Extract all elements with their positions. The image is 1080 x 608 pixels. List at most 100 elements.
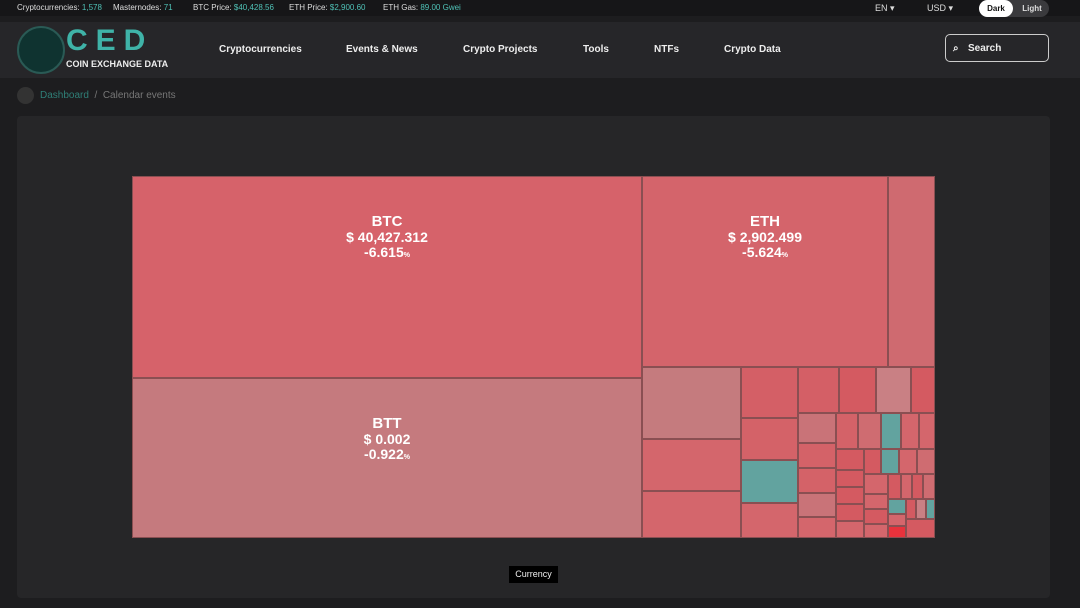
treemap-tile (901, 413, 919, 449)
stat-label: Masternodes: (113, 3, 162, 12)
logo-sub: COIN EXCHANGE DATA (66, 59, 169, 69)
tile-change-value: -6.615 (364, 244, 404, 260)
treemap-tile (906, 519, 935, 538)
tile-change-suffix: % (403, 454, 410, 461)
logo: CED (66, 24, 154, 57)
treemap-tile (864, 524, 888, 538)
tile-change: -5.624% (643, 245, 887, 263)
stat-value: $40,428.56 (233, 3, 274, 12)
tile-change-suffix: % (403, 252, 410, 259)
treemap-tile[interactable]: BTC $ 40,427.312 -6.615% (132, 176, 642, 378)
treemap-tile (911, 367, 935, 413)
treemap-tile (888, 474, 901, 499)
language-label: EN (875, 3, 888, 13)
logo-icon (17, 26, 65, 74)
treemap-tile (888, 526, 906, 538)
tile-change: -0.922% (133, 447, 641, 465)
treemap-tile (864, 494, 888, 509)
breadcrumb-link[interactable]: Dashboard (40, 90, 89, 101)
stat-label: ETH Gas: (383, 3, 419, 12)
tile-symbol: ETH (750, 213, 780, 230)
treemap-tile (836, 521, 864, 538)
breadcrumb: Dashboard / Calendar events (40, 90, 176, 101)
stat-value: 1,578 (81, 3, 102, 12)
stat: ETH Gas: 89.00 Gwei (383, 0, 461, 16)
treemap-tile (919, 413, 935, 449)
search[interactable]: Search ⌕ (945, 34, 1049, 62)
tile-symbol: BTC (371, 213, 403, 230)
theme-dark[interactable]: Dark (979, 0, 1013, 17)
stat-value: 71 (163, 3, 173, 12)
treemap-tile (912, 474, 923, 499)
tile-symbol: BTT (372, 415, 402, 432)
treemap-tile (917, 449, 935, 474)
breadcrumb-current: Calendar events (102, 90, 176, 101)
treemap-tile (798, 367, 839, 413)
tile-price: $ 40,427.312 (346, 229, 428, 245)
nav-item[interactable]: NTFs (654, 44, 679, 55)
tile-change-value: -5.624 (742, 244, 782, 260)
currency-label: USD (927, 3, 947, 13)
stat: ETH Price: $2,900.60 (289, 0, 366, 16)
treemap-tile (798, 413, 836, 443)
theme-toggle[interactable]: Dark Light (979, 0, 1049, 17)
treemap-tile[interactable]: BTT $ 0.002 -0.922% (132, 378, 642, 538)
search-label: Search (968, 43, 1002, 54)
treemap-tile (864, 509, 888, 524)
treemap-tile (836, 487, 864, 504)
treemap-tile (888, 499, 906, 514)
breadcrumb-icon (17, 87, 34, 104)
treemap-tile[interactable]: ETH $ 2,902.499 -5.624% (642, 176, 888, 367)
nav-item[interactable]: Crypto Data (724, 44, 781, 55)
treemap-tile (881, 413, 901, 449)
treemap-tile (741, 460, 798, 503)
treemap-tile (881, 449, 899, 474)
header: CED COIN EXCHANGE DATA Search ⌕ Cryptocur… (0, 22, 1080, 78)
treemap-tile (926, 499, 935, 519)
language[interactable]: EN ▾ (875, 3, 895, 13)
tile-change-suffix: % (781, 252, 788, 259)
treemap-tile (642, 367, 741, 439)
treemap-tile (923, 474, 935, 499)
treemap-tile (642, 439, 741, 491)
treemap-tile (798, 443, 836, 468)
treemap-tile (741, 503, 798, 538)
treemap-tile (906, 499, 916, 519)
treemap-tile (888, 514, 906, 526)
top-bar: Cryptocurrencies: 1,578 Masternodes: 71 BT… (0, 0, 1080, 16)
tile-price: $ 0.002 (363, 431, 411, 447)
treemap-tile (798, 493, 836, 517)
nav-item[interactable]: Tools (583, 44, 609, 55)
tile-change: -6.615% (133, 245, 641, 263)
currency[interactable]: USD ▾ (927, 3, 954, 13)
treemap-tile (839, 367, 876, 413)
nav-item[interactable]: Cryptocurrencies (219, 44, 302, 55)
treemap-tile (836, 470, 864, 487)
treemap-tile (741, 367, 798, 418)
treemap-tile (864, 449, 881, 474)
treemap-tile (798, 517, 836, 538)
stat-label: Cryptocurrencies: (17, 3, 80, 12)
treemap-tile (836, 449, 864, 470)
tile-price: $ 2,902.499 (728, 229, 802, 245)
treemap-tile (901, 474, 912, 499)
treemap-tile (836, 504, 864, 521)
treemap-tile (798, 468, 836, 493)
treemap-tile (876, 367, 911, 413)
stat-value: $2,900.60 (329, 3, 366, 12)
theme-light[interactable]: Light (1022, 4, 1042, 13)
treemap-tile (888, 176, 935, 367)
stat: Masternodes: 71 (113, 0, 173, 16)
stat-label: ETH Price: (289, 3, 328, 12)
tile-change-value: -0.922 (364, 446, 404, 462)
treemap: BTC $ 40,427.312 -6.615% ETH $ 2,902.499 -5.6… (132, 176, 935, 538)
treemap-tile (858, 413, 881, 449)
nav-item[interactable]: Crypto Projects (463, 44, 538, 55)
stat-value: 89.00 Gwei (420, 3, 461, 12)
stat: BTC Price: $40,428.56 (193, 0, 274, 16)
treemap-tile (836, 413, 858, 449)
treemap-tile (642, 491, 741, 538)
treemap-legend: Currency (509, 566, 558, 583)
nav-item[interactable]: Events & News (346, 44, 418, 55)
